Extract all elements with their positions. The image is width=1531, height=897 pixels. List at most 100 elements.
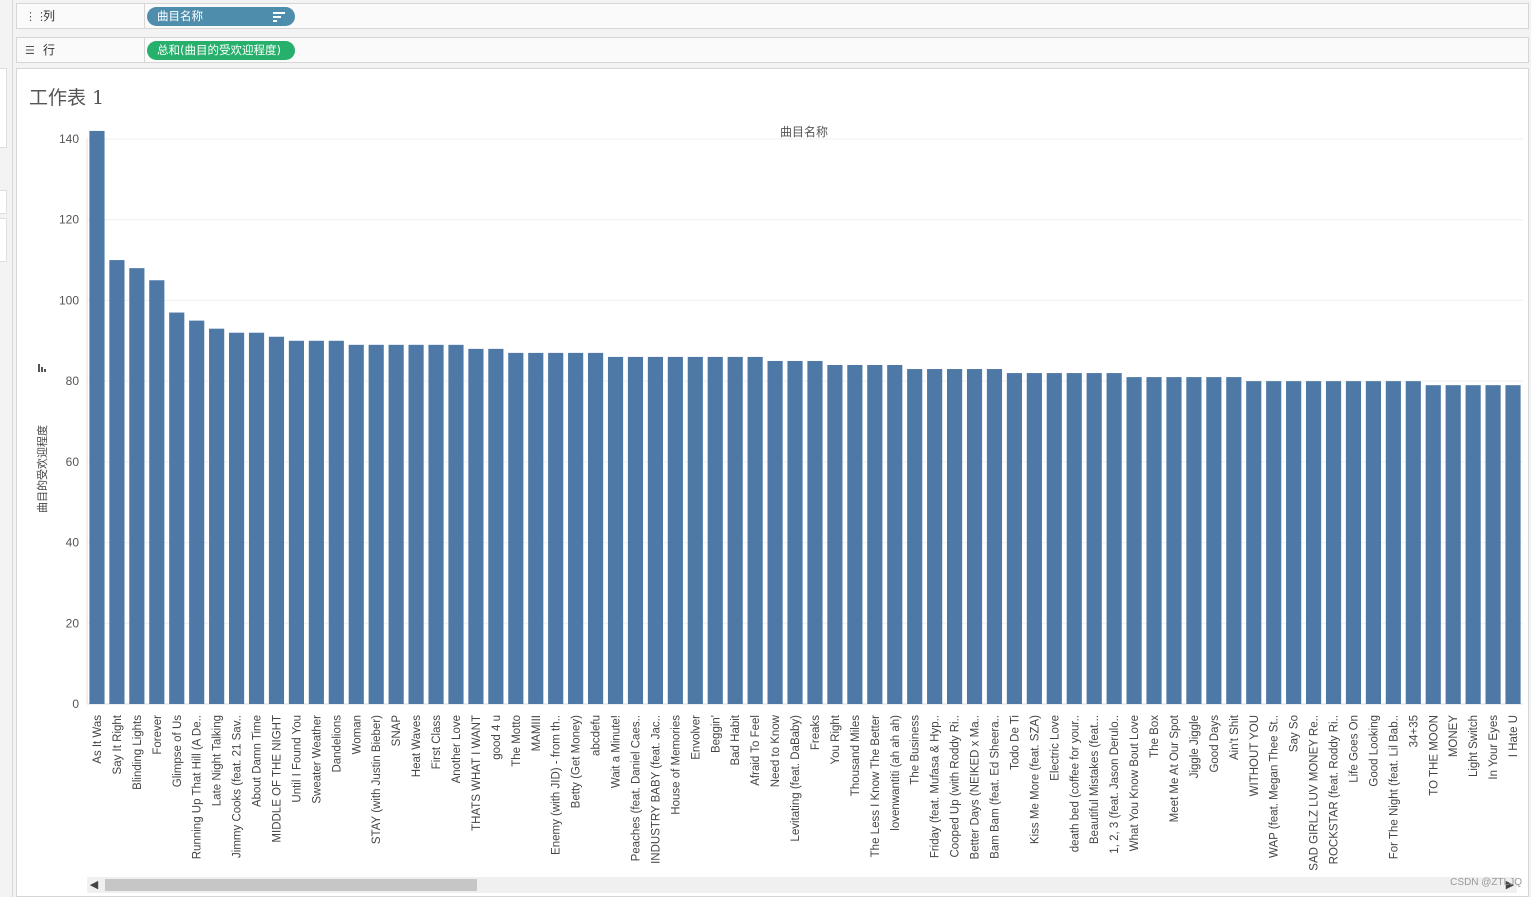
bar[interactable] (348, 344, 364, 704)
bar[interactable] (847, 365, 863, 704)
bar[interactable] (787, 360, 803, 704)
bar[interactable] (448, 344, 464, 704)
columns-pill-label: 曲目名称 (157, 9, 203, 23)
bar[interactable] (1086, 373, 1102, 704)
bar[interactable] (627, 356, 644, 704)
bar[interactable] (328, 340, 344, 704)
bar[interactable] (508, 352, 524, 704)
bar[interactable] (169, 312, 185, 704)
bar[interactable] (1026, 373, 1042, 704)
y-axis-title: 曲目的受欢迎程度 (35, 425, 49, 513)
y-tick-label: 80 (66, 374, 80, 388)
bar[interactable] (189, 320, 205, 704)
bar[interactable] (1266, 381, 1282, 704)
x-tick-label: Freaks (810, 715, 822, 750)
bar[interactable] (827, 365, 843, 704)
y-axis-title-group: 曲目的受欢迎程度 (35, 425, 49, 513)
x-tick-label: What You Know Bout Love (1129, 715, 1141, 851)
bar[interactable] (1246, 381, 1262, 704)
bar[interactable] (1046, 373, 1062, 704)
bar[interactable] (1405, 381, 1421, 704)
bar[interactable] (408, 344, 424, 704)
bar[interactable] (1066, 373, 1082, 704)
bar[interactable] (767, 360, 783, 704)
bar[interactable] (1505, 385, 1521, 704)
columns-shelf-label-area: ⋮⋮列 (17, 4, 145, 28)
bar[interactable] (727, 356, 743, 704)
bar[interactable] (488, 348, 504, 704)
bar[interactable] (588, 352, 604, 704)
bar[interactable] (568, 352, 584, 704)
left-panel-card (0, 218, 7, 262)
bar[interactable] (1006, 373, 1022, 704)
bar[interactable] (1226, 377, 1242, 704)
bar[interactable] (907, 369, 923, 704)
bar[interactable] (966, 369, 983, 704)
bar[interactable] (1286, 381, 1302, 704)
bar[interactable] (428, 344, 444, 704)
rows-pill[interactable]: 总和(曲目的受欢迎程度) (147, 41, 295, 60)
bar[interactable] (109, 260, 125, 704)
x-tick-label: lovenwantiti (ah ah ah) (890, 715, 902, 831)
columns-pill[interactable]: 曲目名称 (147, 7, 295, 26)
bar[interactable] (149, 280, 165, 704)
bar[interactable] (1485, 385, 1501, 704)
bar[interactable] (1425, 385, 1441, 704)
bar[interactable] (368, 344, 384, 704)
bar[interactable] (268, 336, 285, 704)
bar[interactable] (308, 340, 324, 704)
rows-icon: ☰ (25, 44, 35, 57)
bar[interactable] (528, 352, 544, 704)
sort-descending-icon[interactable] (273, 12, 285, 22)
bar[interactable] (1206, 377, 1222, 704)
x-tick-label: Sweater Weather (311, 715, 323, 804)
bar[interactable] (89, 130, 105, 704)
bar[interactable] (209, 328, 225, 704)
bar[interactable] (947, 369, 963, 704)
columns-icon: ⋮⋮ (25, 10, 47, 23)
bar[interactable] (1306, 381, 1322, 704)
bar[interactable] (667, 356, 683, 704)
rows-shelf[interactable]: ☰ 行 总和(曲目的受欢迎程度) (16, 37, 1529, 63)
bar[interactable] (468, 348, 484, 704)
bar[interactable] (229, 332, 245, 704)
bar[interactable] (288, 340, 304, 704)
bar[interactable] (986, 369, 1003, 704)
bar[interactable] (1325, 381, 1342, 704)
bar[interactable] (1385, 381, 1401, 704)
scroll-right-icon[interactable]: ▶ (1505, 878, 1515, 891)
bar[interactable] (1186, 377, 1202, 704)
bar[interactable] (129, 268, 145, 704)
x-tick-label: In Your Eyes (1488, 715, 1500, 780)
bar[interactable] (548, 352, 564, 704)
bar[interactable] (1345, 381, 1362, 704)
axis-sort-icon[interactable] (38, 364, 46, 372)
bar[interactable] (248, 332, 265, 704)
bar[interactable] (887, 365, 903, 704)
scroll-left-icon[interactable]: ◀ (89, 878, 99, 891)
bar[interactable] (707, 356, 723, 704)
bar[interactable] (687, 356, 703, 704)
columns-shelf[interactable]: ⋮⋮列 曲目名称 (16, 3, 1529, 29)
bar[interactable] (1445, 385, 1461, 704)
bar[interactable] (747, 356, 763, 704)
x-tick-label: THATS WHAT I WANT (471, 715, 483, 831)
bar[interactable] (1465, 385, 1481, 704)
bar[interactable] (1106, 373, 1122, 704)
x-tick-label: Woman (351, 715, 363, 754)
bar[interactable] (807, 360, 823, 704)
bar[interactable] (647, 356, 663, 704)
scrollbar-thumb[interactable] (105, 879, 477, 891)
horizontal-scrollbar[interactable]: ◀ ▶ (87, 877, 1517, 893)
x-tick-label: Another Love (451, 715, 463, 783)
bar[interactable] (867, 365, 883, 704)
bar[interactable] (1126, 377, 1142, 704)
bar[interactable] (388, 344, 404, 704)
x-tick-label: Cooped Up (with Roddy Ri.. (950, 715, 962, 858)
bar[interactable] (1146, 377, 1162, 704)
bar[interactable] (927, 369, 943, 704)
bar[interactable] (1166, 377, 1182, 704)
bar[interactable] (607, 356, 624, 704)
bar[interactable] (1365, 381, 1381, 704)
worksheet-view: 工作表 1 0 20 40 60 80 100 120 140 As It Was Say It… (16, 68, 1529, 897)
